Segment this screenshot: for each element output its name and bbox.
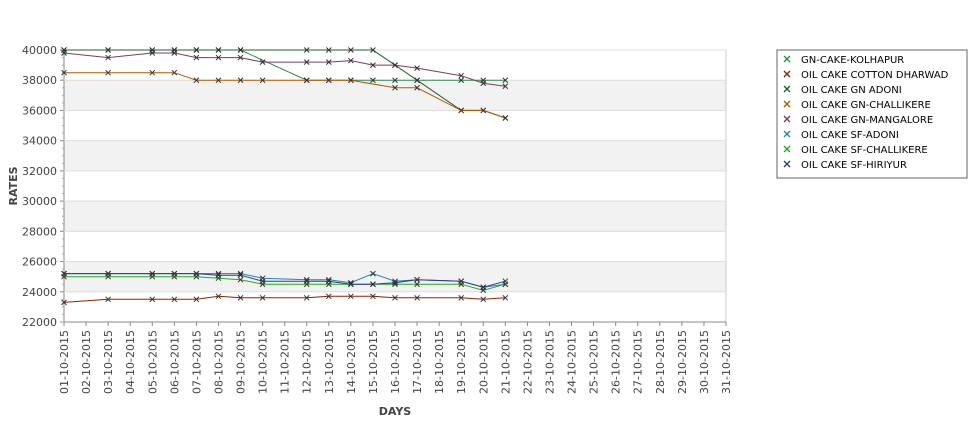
x-tick-label: 22-10-2015 [521, 330, 534, 394]
x-tick-label: 05-10-2015 [146, 330, 159, 394]
x-tick-label: 07-10-2015 [190, 330, 203, 394]
x-tick-label: 25-10-2015 [588, 330, 601, 394]
legend-label: OIL CAKE GN ADONI [801, 85, 902, 96]
grid-band [64, 141, 726, 171]
x-tick-label: 09-10-2015 [235, 330, 248, 394]
x-tick-label: 18-10-2015 [433, 330, 446, 394]
x-tick-label: 26-10-2015 [610, 330, 623, 394]
data-point-marker [503, 116, 508, 121]
x-tick-label: 10-10-2015 [257, 330, 270, 394]
legend-label: OIL CAKE COTTON DHARWAD [801, 70, 949, 81]
x-tick-label: 23-10-2015 [543, 330, 556, 394]
plot-background-bands [64, 80, 726, 292]
series-2 [62, 294, 508, 305]
series-line [64, 296, 505, 302]
x-tick-label: 15-10-2015 [367, 330, 380, 394]
x-tick-label: 27-10-2015 [632, 330, 645, 394]
x-tick-label: 21-10-2015 [499, 330, 512, 394]
x-tick-label: 20-10-2015 [477, 330, 490, 394]
y-tick-label: 24000 [22, 286, 57, 299]
x-axis-title: DAYS [379, 405, 412, 418]
y-tick-label: 34000 [22, 135, 57, 148]
series-1 [62, 48, 508, 83]
grid-band [64, 201, 726, 231]
x-tick-label: 24-10-2015 [566, 330, 579, 394]
legend-label: GN-CAKE-KOLHAPUR [801, 55, 904, 66]
series-line [64, 50, 505, 80]
legend-label: OIL CAKE GN-MANGALORE [801, 115, 933, 126]
x-tick-label: 13-10-2015 [323, 330, 336, 394]
x-tick-label: 04-10-2015 [124, 330, 137, 394]
x-tick-label: 31-10-2015 [720, 330, 733, 394]
y-tick-label: 40000 [22, 44, 57, 57]
x-tick-label: 16-10-2015 [389, 330, 402, 394]
y-tick-label: 26000 [22, 256, 57, 269]
y-axis-title: RATES [7, 166, 20, 205]
legend-label: OIL CAKE GN-CHALLIKERE [801, 100, 931, 111]
y-tick-label: 28000 [22, 225, 57, 238]
legend-label: OIL CAKE SF-ADONI [801, 130, 899, 141]
x-tick-label: 01-10-2015 [58, 330, 71, 394]
y-tick-label: 22000 [22, 316, 57, 329]
y-tick-label: 36000 [22, 104, 57, 117]
y-tick-label: 30000 [22, 195, 57, 208]
x-tick-label: 17-10-2015 [411, 330, 424, 394]
legend-label: OIL CAKE SF-CHALLIKERE [801, 145, 928, 156]
x-tick-label: 03-10-2015 [102, 330, 115, 394]
grid-band [64, 80, 726, 110]
legend-label: OIL CAKE SF-HIRIYUR [801, 160, 907, 171]
x-tick-label: 02-10-2015 [80, 330, 93, 394]
x-tick-label: 30-10-2015 [698, 330, 711, 394]
x-tick-label: 12-10-2015 [301, 330, 314, 394]
legend: GN-CAKE-KOLHAPUR OIL CAKE COTTON DHARWAD O… [777, 50, 967, 178]
x-tick-label: 19-10-2015 [455, 330, 468, 394]
x-tick-label: 06-10-2015 [168, 330, 181, 394]
x-axis: 01-10-2015 02-10-2015 03-10-2015 04-10-2015… [58, 322, 733, 394]
x-tick-label: 11-10-2015 [279, 330, 292, 394]
x-tick-label: 14-10-2015 [345, 330, 358, 394]
x-tick-label: 29-10-2015 [676, 330, 689, 394]
y-tick-label: 32000 [22, 165, 57, 178]
x-tick-label: 08-10-2015 [212, 330, 225, 394]
x-tick-label: 28-10-2015 [654, 330, 667, 394]
y-tick-label: 38000 [22, 74, 57, 87]
